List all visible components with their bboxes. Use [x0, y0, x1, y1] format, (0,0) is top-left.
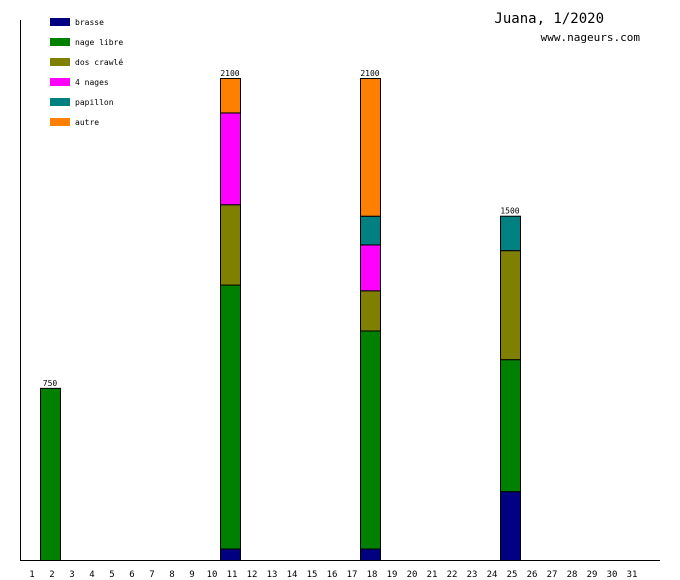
x-tick-label: 28 — [567, 570, 578, 580]
bar-segment-brasse — [500, 491, 521, 561]
x-tick-label: 2 — [49, 570, 54, 580]
bar-segment-dos-crawlé — [220, 204, 241, 286]
x-tick-label: 15 — [307, 570, 318, 580]
bar-segment-nage-libre — [220, 284, 241, 550]
bar-segment-nage-libre — [40, 387, 61, 561]
x-tick-label: 11 — [227, 570, 238, 580]
chart-subtitle: www.nageurs.com — [541, 31, 641, 44]
x-tick-label: 5 — [109, 570, 114, 580]
x-tick-label: 20 — [407, 570, 418, 580]
x-tick-label: 18 — [367, 570, 378, 580]
chart-title: Juana, 1/2020 — [494, 11, 604, 27]
bar-segment-autre — [360, 78, 381, 217]
bar-segment-autre — [220, 78, 241, 114]
legend-label: dos crawlé — [75, 57, 123, 67]
x-tick-label: 3 — [69, 570, 74, 580]
x-tick-label: 1 — [29, 570, 34, 580]
x-tick-label: 30 — [607, 570, 618, 580]
bar-total-label: 1500 — [500, 207, 519, 216]
x-tick-label: 19 — [387, 570, 398, 580]
legend-label: papillon — [75, 98, 114, 107]
bar-total-label: 750 — [43, 379, 58, 388]
legend-swatch — [50, 78, 70, 86]
bar-segment-nage-libre — [360, 330, 381, 550]
bar-segment-nage-libre — [500, 359, 521, 493]
legend-label: autre — [75, 118, 99, 127]
legend-label: brasse — [75, 18, 104, 27]
x-tick-label: 25 — [507, 570, 518, 580]
x-tick-label: 7 — [149, 570, 154, 580]
bar-segment-papillon — [360, 215, 381, 246]
x-tick-label: 31 — [627, 570, 638, 580]
bar-segment-brasse — [360, 548, 381, 561]
bar-segment-4-nages — [220, 112, 241, 206]
x-tick-label: 13 — [267, 570, 278, 580]
x-tick-label: 17 — [347, 570, 358, 580]
x-tick-label: 14 — [287, 570, 298, 580]
x-tick-label: 6 — [129, 570, 134, 580]
x-tick-label: 23 — [467, 570, 478, 580]
legend-swatch — [50, 38, 70, 46]
x-tick-label: 4 — [89, 570, 94, 580]
bar-segment-4-nages — [360, 244, 381, 292]
legend-swatch — [50, 118, 70, 126]
x-tick-label: 12 — [247, 570, 258, 580]
bar-segment-papillon — [500, 215, 521, 252]
x-tick-label: 8 — [169, 570, 174, 580]
legend-swatch — [50, 58, 70, 66]
x-tick-label: 29 — [587, 570, 598, 580]
legend-label: nage libre — [75, 38, 123, 47]
legend-label: 4 nages — [75, 78, 109, 87]
x-tick-label: 22 — [447, 570, 458, 580]
x-tick-label: 16 — [327, 570, 338, 580]
x-tick-label: 21 — [427, 570, 438, 580]
bar-segment-brasse — [220, 548, 241, 561]
bar-segment-dos-crawlé — [500, 250, 521, 361]
x-tick-label: 27 — [547, 570, 558, 580]
legend-swatch — [50, 18, 70, 26]
bar-total-label: 2100 — [360, 69, 379, 78]
legend-swatch — [50, 98, 70, 106]
bar-total-label: 2100 — [220, 69, 239, 78]
x-tick-label: 26 — [527, 570, 538, 580]
bar-segment-dos-crawlé — [360, 290, 381, 332]
x-tick-label: 10 — [207, 570, 218, 580]
x-tick-label: 24 — [487, 570, 498, 580]
x-tick-label: 9 — [189, 570, 194, 580]
